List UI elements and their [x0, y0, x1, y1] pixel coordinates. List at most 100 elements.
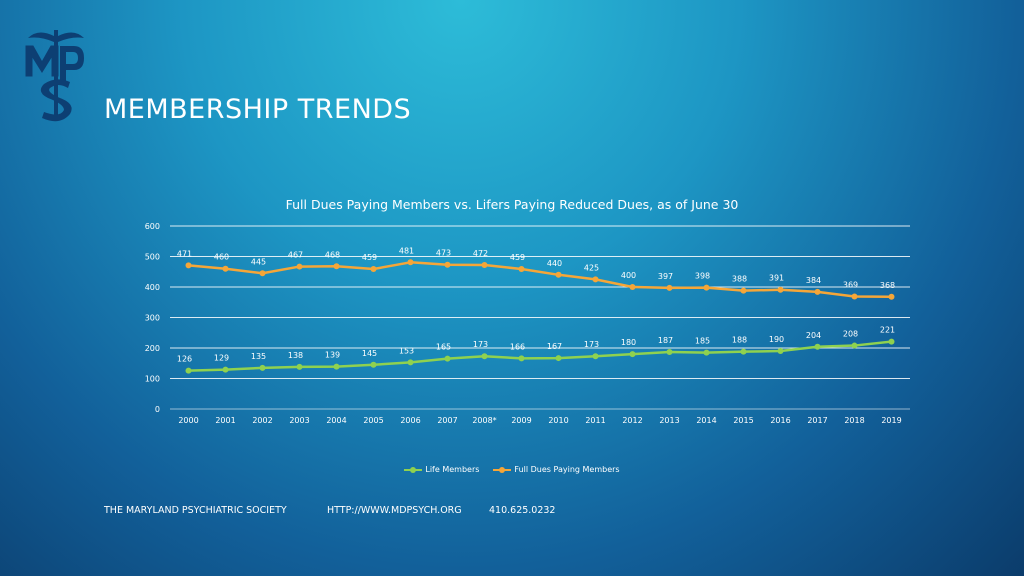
data-point	[888, 293, 895, 300]
data-point	[370, 361, 377, 368]
data-point	[592, 353, 599, 360]
chart-title: Full Dues Paying Members vs. Lifers Payi…	[285, 197, 739, 212]
x-tick-label: 2009	[511, 416, 531, 425]
data-point	[666, 348, 673, 355]
letter-m-icon	[25, 45, 59, 77]
data-label: 481	[399, 246, 414, 255]
data-point	[481, 353, 488, 360]
data-label: 471	[177, 249, 192, 258]
letter-s-icon	[40, 79, 72, 122]
series-line-0	[188, 340, 892, 372]
data-point	[814, 343, 821, 350]
data-point	[666, 284, 673, 291]
footer-website-link[interactable]: HTTP://WWW.MDPSYCH.ORG	[327, 505, 462, 516]
data-label: 472	[473, 249, 488, 258]
data-label: 204	[806, 331, 821, 340]
data-point	[370, 266, 377, 273]
data-label: 369	[843, 280, 858, 289]
data-label: 185	[695, 337, 710, 346]
y-tick-label: 600	[145, 222, 160, 231]
data-point	[740, 348, 747, 355]
data-label: 368	[880, 281, 895, 290]
data-point	[222, 265, 229, 272]
y-tick-label: 100	[145, 375, 160, 384]
data-point	[592, 276, 599, 283]
data-label: 460	[214, 253, 229, 262]
data-label: 440	[547, 259, 562, 268]
data-point	[444, 355, 451, 362]
data-label: 468	[325, 250, 340, 259]
data-label: 221	[880, 326, 895, 335]
data-point	[222, 366, 229, 373]
legend-swatch-full-dues	[493, 466, 512, 473]
data-point	[888, 338, 895, 345]
data-label: 445	[251, 257, 266, 266]
data-point	[703, 349, 710, 356]
x-tick-label: 2008*	[472, 416, 496, 425]
data-label: 473	[436, 249, 451, 258]
data-label: 129	[214, 354, 229, 363]
data-label: 139	[325, 351, 340, 360]
data-point	[185, 367, 192, 374]
x-tick-label: 2001	[215, 416, 235, 425]
data-label: 126	[177, 355, 192, 364]
page-title: MEMBERSHIP TRENDS	[104, 94, 412, 125]
data-point	[555, 271, 562, 278]
x-tick-label: 2016	[770, 416, 790, 425]
footer-phone: 410.625.0232	[489, 505, 556, 516]
data-point	[444, 261, 451, 268]
y-tick-label: 0	[155, 405, 160, 414]
data-point	[259, 364, 266, 371]
data-label: 145	[362, 349, 377, 358]
data-label: 400	[621, 271, 636, 280]
data-point	[481, 262, 488, 269]
data-point	[814, 288, 821, 295]
data-point	[185, 262, 192, 269]
data-point	[555, 355, 562, 362]
data-label: 467	[288, 251, 303, 260]
y-tick-label: 300	[145, 314, 160, 323]
wing-right-icon	[58, 32, 84, 42]
data-label: 135	[251, 352, 266, 361]
data-point	[777, 286, 784, 293]
y-tick-label: 200	[145, 344, 160, 353]
data-label: 180	[621, 338, 636, 347]
legend-item-full-dues: Full Dues Paying Members	[493, 465, 620, 474]
data-label: 188	[732, 336, 747, 345]
data-point	[407, 359, 414, 366]
x-tick-label: 2003	[289, 416, 309, 425]
x-tick-label: 2000	[178, 416, 198, 425]
data-label: 208	[843, 330, 858, 339]
x-tick-label: 2002	[252, 416, 272, 425]
x-tick-label: 2014	[696, 416, 716, 425]
x-tick-label: 2013	[659, 416, 679, 425]
legend-item-life-members: Life Members	[404, 465, 479, 474]
data-label: 153	[399, 346, 414, 355]
x-tick-label: 2004	[326, 416, 346, 425]
data-label: 173	[584, 340, 599, 349]
mps-logo	[25, 30, 84, 122]
x-tick-label: 2006	[400, 416, 420, 425]
x-tick-label: 2018	[844, 416, 864, 425]
data-label: 190	[769, 335, 784, 344]
x-tick-label: 2007	[437, 416, 457, 425]
data-label: 391	[769, 274, 784, 283]
x-tick-label: 2010	[548, 416, 568, 425]
data-label: 459	[362, 253, 377, 262]
data-label: 167	[547, 342, 562, 351]
data-label: 166	[510, 342, 525, 351]
data-label: 398	[695, 272, 710, 281]
x-tick-label: 2019	[881, 416, 901, 425]
x-tick-label: 2005	[363, 416, 383, 425]
chart-legend: Life Members Full Dues Paying Members	[0, 465, 1024, 474]
y-tick-label: 500	[145, 253, 160, 262]
x-tick-label: 2011	[585, 416, 605, 425]
data-point	[296, 363, 303, 370]
x-tick-label: 2015	[733, 416, 753, 425]
data-label: 459	[510, 253, 525, 262]
series-line-1	[188, 261, 892, 299]
data-point	[629, 284, 636, 290]
x-tick-label: 2012	[622, 416, 642, 425]
data-point	[740, 287, 747, 294]
